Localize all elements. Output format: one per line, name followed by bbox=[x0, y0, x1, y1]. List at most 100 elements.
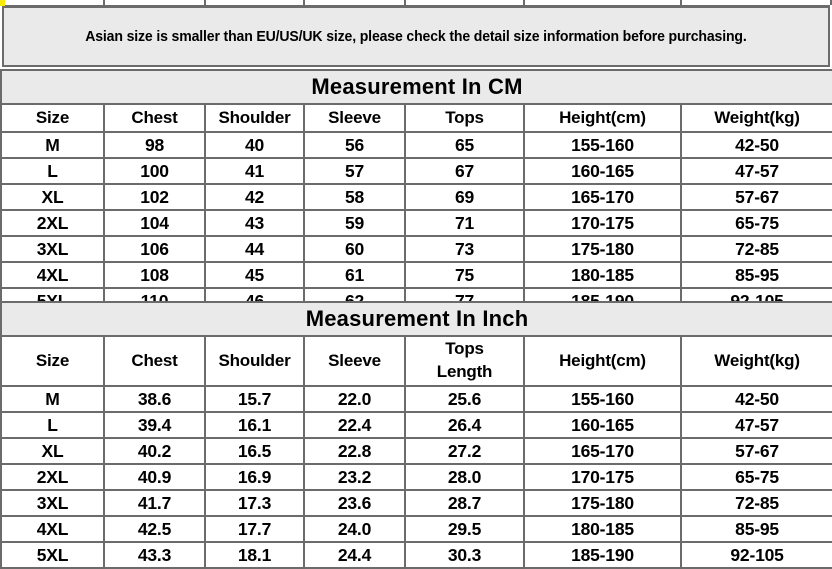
cell-chest: 104 bbox=[103, 209, 206, 237]
cell-weight: 47-57 bbox=[679, 157, 832, 185]
cell-shoulder: 15.7 bbox=[204, 385, 305, 413]
cell-sleeve: 57 bbox=[303, 157, 406, 185]
size-notice-banner: Asian size is smaller than EU/US/UK size… bbox=[2, 5, 830, 67]
measurement-table-inch: Measurement In Inch Size Chest Shoulder … bbox=[0, 301, 832, 569]
table-row: 3XL 41.7 17.3 23.6 28.7 175-180 72-85 bbox=[0, 489, 832, 517]
cell-chest: 108 bbox=[103, 261, 206, 289]
column-header-shoulder: Shoulder bbox=[204, 335, 305, 387]
cell-sleeve: 22.4 bbox=[303, 411, 406, 439]
cell-size: XL bbox=[0, 183, 105, 211]
cell-chest: 41.7 bbox=[103, 489, 206, 517]
column-header-weight: Weight(kg) bbox=[679, 335, 832, 387]
cell-tops: 71 bbox=[404, 209, 525, 237]
cell-shoulder: 16.1 bbox=[204, 411, 305, 439]
tops-length-line2: Length bbox=[436, 362, 493, 381]
cell-weight: 57-67 bbox=[679, 437, 832, 465]
table-row: XL 40.2 16.5 22.8 27.2 165-170 57-67 bbox=[0, 437, 832, 465]
cell-tops: 28.0 bbox=[404, 463, 525, 491]
cell-height: 185-190 bbox=[523, 541, 682, 569]
cell-weight: 42-50 bbox=[679, 131, 832, 159]
cell-tops: 25.6 bbox=[404, 385, 525, 413]
table-row: 4XL 108 45 61 75 180-185 85-95 bbox=[0, 261, 832, 289]
table-title-inch: Measurement In Inch bbox=[0, 301, 832, 337]
cell-size: L bbox=[0, 157, 105, 185]
column-divider bbox=[830, 0, 832, 5]
cell-height: 160-165 bbox=[523, 157, 682, 185]
cell-chest: 98 bbox=[103, 131, 206, 159]
column-divider bbox=[404, 0, 406, 5]
table-header-row-cm: Size Chest Shoulder Sleeve Tops Height(c… bbox=[0, 103, 832, 133]
cell-weight: 47-57 bbox=[679, 411, 832, 439]
column-divider bbox=[680, 0, 682, 5]
cell-sleeve: 60 bbox=[303, 235, 406, 263]
cell-sleeve: 61 bbox=[303, 261, 406, 289]
column-header-height: Height(cm) bbox=[523, 335, 682, 387]
cell-size: M bbox=[0, 385, 105, 413]
cell-weight: 72-85 bbox=[679, 489, 832, 517]
cell-tops: 27.2 bbox=[404, 437, 525, 465]
cell-tops: 30.3 bbox=[404, 541, 525, 569]
cell-size: 2XL bbox=[0, 209, 105, 237]
column-header-sleeve: Sleeve bbox=[303, 335, 406, 387]
cell-shoulder: 16.9 bbox=[204, 463, 305, 491]
cell-tops: 65 bbox=[404, 131, 525, 159]
cell-tops: 69 bbox=[404, 183, 525, 211]
column-header-tops-length: Tops Length bbox=[404, 335, 525, 387]
cell-height: 175-180 bbox=[523, 489, 682, 517]
cell-tops: 73 bbox=[404, 235, 525, 263]
column-header-size: Size bbox=[0, 103, 105, 133]
measurement-table-cm: Measurement In CM Size Chest Shoulder Sl… bbox=[0, 69, 832, 315]
column-divider bbox=[204, 0, 206, 5]
table-title-cm: Measurement In CM bbox=[0, 69, 832, 105]
cell-shoulder: 17.7 bbox=[204, 515, 305, 543]
cell-weight: 42-50 bbox=[679, 385, 832, 413]
cell-shoulder: 43 bbox=[204, 209, 305, 237]
tops-length-line1: Tops bbox=[445, 339, 484, 359]
cell-shoulder: 45 bbox=[204, 261, 305, 289]
cell-size: L bbox=[0, 411, 105, 439]
cell-chest: 102 bbox=[103, 183, 206, 211]
column-header-height: Height(cm) bbox=[523, 103, 682, 133]
column-header-chest: Chest bbox=[103, 335, 206, 387]
cell-shoulder: 42 bbox=[204, 183, 305, 211]
cell-height: 155-160 bbox=[523, 385, 682, 413]
column-header-weight: Weight(kg) bbox=[679, 103, 832, 133]
cell-shoulder: 17.3 bbox=[204, 489, 305, 517]
cell-chest: 42.5 bbox=[103, 515, 206, 543]
table-header-row-inch: Size Chest Shoulder Sleeve Tops Length H… bbox=[0, 335, 832, 387]
cell-height: 180-185 bbox=[523, 515, 682, 543]
cell-sleeve: 23.6 bbox=[303, 489, 406, 517]
cell-tops: 28.7 bbox=[404, 489, 525, 517]
cell-sleeve: 23.2 bbox=[303, 463, 406, 491]
table-row: 2XL 104 43 59 71 170-175 65-75 bbox=[0, 209, 832, 237]
cell-chest: 39.4 bbox=[103, 411, 206, 439]
cell-sleeve: 22.0 bbox=[303, 385, 406, 413]
cell-height: 155-160 bbox=[523, 131, 682, 159]
cell-size: XL bbox=[0, 437, 105, 465]
cell-height: 160-165 bbox=[523, 411, 682, 439]
cell-sleeve: 24.4 bbox=[303, 541, 406, 569]
table-row: 4XL 42.5 17.7 24.0 29.5 180-185 85-95 bbox=[0, 515, 832, 543]
table-row: L 100 41 57 67 160-165 47-57 bbox=[0, 157, 832, 185]
cell-height: 170-175 bbox=[523, 463, 682, 491]
size-notice-text: Asian size is smaller than EU/US/UK size… bbox=[85, 28, 747, 45]
cell-sleeve: 58 bbox=[303, 183, 406, 211]
table-row: M 98 40 56 65 155-160 42-50 bbox=[0, 131, 832, 159]
cell-weight: 92-105 bbox=[679, 541, 832, 569]
cell-chest: 40.2 bbox=[103, 437, 206, 465]
cell-weight: 72-85 bbox=[679, 235, 832, 263]
column-header-size: Size bbox=[0, 335, 105, 387]
cell-size: 4XL bbox=[0, 261, 105, 289]
cell-shoulder: 40 bbox=[204, 131, 305, 159]
table-row: XL 102 42 58 69 165-170 57-67 bbox=[0, 183, 832, 211]
cell-chest: 38.6 bbox=[103, 385, 206, 413]
cell-weight: 57-67 bbox=[679, 183, 832, 211]
column-header-tops: Tops bbox=[404, 103, 525, 133]
table-row: 5XL 43.3 18.1 24.4 30.3 185-190 92-105 bbox=[0, 541, 832, 569]
cell-height: 165-170 bbox=[523, 437, 682, 465]
cell-shoulder: 41 bbox=[204, 157, 305, 185]
cell-sleeve: 56 bbox=[303, 131, 406, 159]
cell-weight: 65-75 bbox=[679, 463, 832, 491]
cell-chest: 106 bbox=[103, 235, 206, 263]
